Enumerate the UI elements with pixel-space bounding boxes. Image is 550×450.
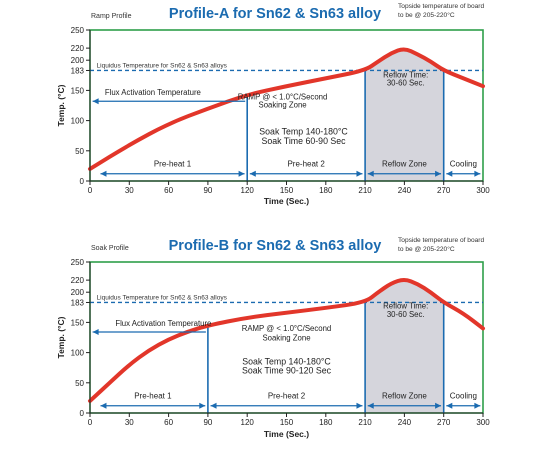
- annotation-text: Soak Time 60-90 Sec: [261, 136, 346, 146]
- x-tick-label: 270: [437, 186, 451, 195]
- board-temp-note: Topside temperature of board: [398, 3, 484, 10]
- chart-title: Profile-A for Sn62 & Sn63 alloy: [169, 6, 381, 22]
- y-tick-label: 150: [71, 318, 85, 327]
- x-tick-label: 90: [203, 418, 212, 427]
- y-tick-label: 50: [75, 379, 84, 388]
- profile-label: Soak Profile: [91, 245, 129, 252]
- x-tick-label: 60: [164, 418, 173, 427]
- y-tick-label: 200: [71, 288, 85, 297]
- y-tick-label: 250: [71, 26, 85, 35]
- x-tick-label: 240: [398, 186, 412, 195]
- temperature-curve: [88, 278, 485, 403]
- board-temp-note: to be @ 205-220°C: [398, 245, 455, 253]
- reflow-area: [365, 48, 444, 182]
- liquidus-label: Liquidus Temperature for Sn62 & Sn63 all…: [97, 62, 228, 69]
- zone-label: Reflow Zone: [382, 160, 427, 169]
- zone-arrow-head-left: [446, 170, 453, 177]
- x-tick-label: 30: [125, 418, 134, 427]
- x-axis-label: Time (Sec.): [264, 196, 309, 206]
- x-tick-label: 90: [203, 186, 212, 195]
- zone-label: Pre-heat 1: [154, 160, 192, 169]
- annotation-text: RAMP @ < 1.0°C/Second: [238, 92, 328, 101]
- annotation-text: Flux Activation Temperature: [105, 88, 201, 97]
- y-tick-label: 250: [71, 258, 85, 267]
- zone-arrow-head-left: [249, 170, 256, 177]
- zone-arrow-head-right: [435, 402, 442, 409]
- y-tick-label: 0: [80, 177, 85, 186]
- x-tick-label: 180: [319, 186, 333, 195]
- annotation-text: Soak Time 90-120 Sec: [242, 366, 332, 376]
- y-axis-label: Temp. (°C): [56, 84, 66, 126]
- annotation-text: Soaking Zone: [262, 334, 310, 343]
- zone-label: Pre-heat 2: [287, 160, 325, 169]
- zone-label: Pre-heat 2: [268, 392, 306, 401]
- y-tick-label: 50: [75, 147, 84, 156]
- x-tick-label: 270: [437, 418, 451, 427]
- zone-label: Reflow Zone: [382, 392, 427, 401]
- x-tick-label: 0: [88, 186, 93, 195]
- zone-arrow-head-right: [238, 170, 245, 177]
- zone-label: Cooling: [450, 160, 477, 169]
- zone-arrow-head-right: [474, 170, 481, 177]
- annotation-text: Flux Activation Temperature: [115, 319, 211, 328]
- zone-arrow-head-right: [474, 402, 481, 409]
- x-tick-label: 300: [476, 418, 490, 427]
- board-temp-note: Topside temperature of board: [398, 237, 484, 244]
- flux-arrow-head: [92, 329, 99, 336]
- x-axis-label: Time (Sec.): [264, 429, 309, 439]
- x-tick-label: 150: [280, 186, 294, 195]
- chart-title: Profile-B for Sn62 & Sn63 alloy: [169, 238, 382, 254]
- y-tick-label: 100: [71, 117, 85, 126]
- chart-profile-a: Liquidus Temperature for Sn62 & Sn63 all…: [56, 3, 490, 206]
- zone-arrow-head-right: [435, 170, 442, 177]
- zone-arrow-head-right: [356, 402, 363, 409]
- x-tick-label: 210: [358, 186, 372, 195]
- zone-arrow-head-right: [199, 402, 206, 409]
- x-tick-label: 30: [125, 186, 134, 195]
- zone-arrow-head-left: [446, 402, 453, 409]
- x-tick-label: 150: [280, 418, 294, 427]
- x-tick-label: 210: [358, 418, 372, 427]
- annotation-text: RAMP @ < 1.0°C/Second: [242, 324, 332, 333]
- annotation-text: Reflow Time:: [383, 302, 428, 311]
- annotation-text: Reflow Time:: [383, 71, 428, 80]
- y-tick-label: 0: [80, 409, 85, 418]
- x-tick-label: 180: [319, 418, 333, 427]
- zone-label: Pre-heat 1: [134, 392, 172, 401]
- zone-arrow-head-left: [367, 402, 374, 409]
- chart-profile-b: Liquidus Temperature for Sn62 & Sn63 all…: [56, 237, 490, 439]
- y-tick-label: 100: [71, 349, 85, 358]
- y-tick-label: 200: [71, 56, 85, 65]
- annotation-text: Soak Temp 140-180°C: [242, 357, 331, 367]
- x-tick-label: 120: [241, 186, 255, 195]
- x-tick-label: 60: [164, 186, 173, 195]
- liquidus-label: Liquidus Temperature for Sn62 & Sn63 all…: [97, 294, 228, 301]
- y-tick-label: 220: [71, 44, 85, 53]
- zone-arrow-head-left: [210, 402, 217, 409]
- x-tick-label: 240: [398, 418, 412, 427]
- board-temp-note: to be @ 205-220°C: [398, 11, 455, 19]
- profile-label: Ramp Profile: [91, 13, 132, 20]
- temperature-curve: [88, 47, 485, 171]
- x-tick-label: 300: [476, 186, 490, 195]
- x-tick-label: 120: [241, 418, 255, 427]
- zone-arrow-head-left: [367, 170, 374, 177]
- y-axis-label: Temp. (°C): [56, 316, 66, 358]
- x-tick-label: 0: [88, 418, 93, 427]
- y-tick-label: 150: [71, 86, 85, 95]
- flux-arrow-head: [92, 98, 99, 105]
- zone-label: Cooling: [450, 392, 477, 401]
- annotation-text: Soak Temp 140-180°C: [259, 126, 348, 136]
- annotation-text: 30-60 Sec.: [387, 310, 425, 319]
- y-tick-label: 183: [71, 66, 85, 75]
- annotation-text: 30-60 Sec.: [387, 79, 425, 88]
- y-tick-label: 220: [71, 276, 85, 285]
- zone-arrow-head-left: [100, 170, 107, 177]
- zone-arrow-head-left: [100, 402, 107, 409]
- reflow-area: [365, 278, 444, 413]
- zone-arrow-head-right: [356, 170, 363, 177]
- y-tick-label: 183: [71, 298, 85, 307]
- annotation-text: Soaking Zone: [259, 100, 307, 109]
